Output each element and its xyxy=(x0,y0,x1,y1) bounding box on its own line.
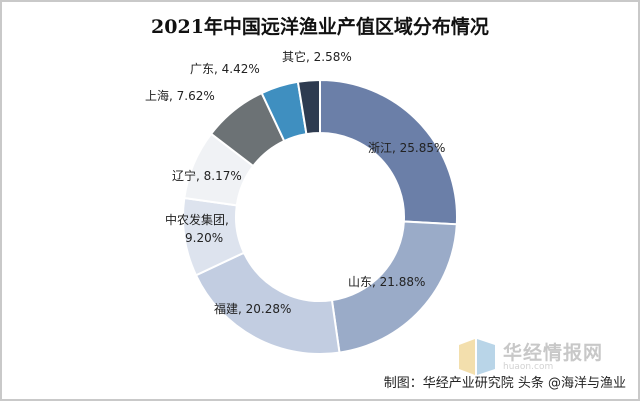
slice-7 xyxy=(296,78,321,136)
watermark-subtext: huaon.com xyxy=(503,362,554,372)
watermark-text: 华经情报网 xyxy=(503,342,604,364)
slice-label-2: 福建, 20.28% xyxy=(214,301,291,316)
slice-label-1: 山东, 21.88% xyxy=(348,275,425,289)
slice-label-3: 中农发集团, 9.20% xyxy=(165,212,229,245)
slice-label-4: 辽宁, 8.17% xyxy=(172,168,242,183)
watermark-logo-icon xyxy=(459,339,495,375)
slice-label-0: 浙江, 25.85% xyxy=(368,141,445,155)
source-note: 制图：华经产业研究院 头条 @海洋与渔业 xyxy=(383,376,626,391)
slice-0 xyxy=(319,78,458,226)
slice-label-5: 上海, 7.62% xyxy=(145,88,215,103)
slice-label-7: 其它, 2.58% xyxy=(282,49,352,64)
slice-label-6: 广东, 4.42% xyxy=(190,62,260,76)
chart-title: 2021年中国远洋渔业产值区域分布情况 xyxy=(151,16,489,38)
